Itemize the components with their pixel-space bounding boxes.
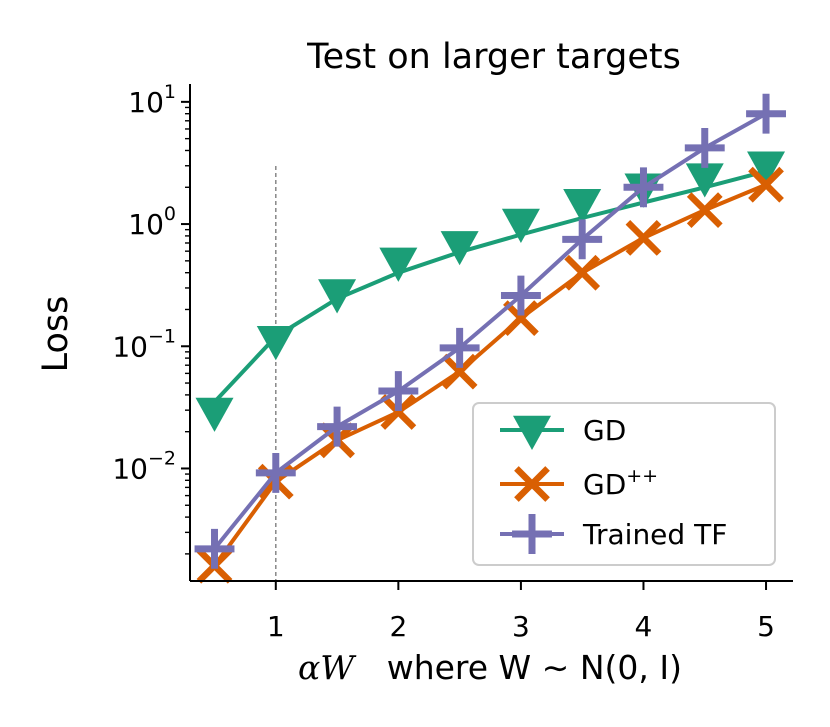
x-marker-stroke bbox=[625, 220, 662, 256]
x-marker-stroke bbox=[380, 394, 417, 430]
data-point bbox=[195, 397, 234, 432]
x-marker-stroke bbox=[748, 166, 784, 203]
data-point bbox=[748, 166, 784, 203]
svg-text:Loss: Loss bbox=[36, 296, 76, 373]
triangle-marker bbox=[747, 151, 786, 186]
legend-box bbox=[472, 402, 776, 566]
data-point bbox=[194, 528, 235, 569]
series-1 bbox=[195, 151, 786, 432]
legend-label: GD++ bbox=[583, 465, 658, 501]
x-tick-label: 5 bbox=[757, 610, 775, 643]
triangle-marker bbox=[195, 397, 234, 432]
data-point bbox=[255, 452, 296, 493]
x-tick-label: 1 bbox=[267, 610, 285, 643]
legend-label: Trained TF bbox=[582, 518, 727, 551]
x-tick-label: 2 bbox=[389, 610, 407, 643]
data-point bbox=[686, 192, 723, 229]
y-tick-label: 10−1 bbox=[112, 325, 176, 363]
series-line bbox=[212, 111, 767, 551]
legend-marker bbox=[514, 466, 550, 502]
legend-label: GD bbox=[583, 414, 626, 447]
data-point bbox=[625, 220, 662, 256]
chart-title: Test on larger targets bbox=[306, 37, 681, 77]
legend-marker bbox=[512, 514, 552, 554]
data-point bbox=[503, 300, 539, 336]
series-3 bbox=[194, 93, 786, 569]
y-tick-label: 10−2 bbox=[112, 447, 176, 485]
triangle-marker bbox=[379, 247, 418, 282]
y-tick-label: 100 bbox=[128, 203, 176, 241]
data-point bbox=[439, 327, 480, 368]
y-tick-label: 101 bbox=[128, 81, 176, 119]
legend-entry: Trained TF bbox=[500, 514, 727, 554]
triangle-marker bbox=[440, 231, 479, 266]
data-point bbox=[684, 127, 725, 168]
legend-entry: GD++ bbox=[500, 465, 658, 502]
legend-marker bbox=[513, 415, 551, 450]
x-tick-label: 4 bbox=[635, 610, 653, 643]
data-point bbox=[500, 275, 541, 316]
data-point bbox=[378, 371, 419, 412]
x-tick-label: 3 bbox=[512, 610, 530, 643]
legend: GD GD++ Trained TF bbox=[472, 402, 776, 566]
x-marker-stroke bbox=[564, 254, 601, 291]
triangle-marker bbox=[256, 326, 295, 361]
data-point bbox=[563, 189, 602, 224]
triangle-marker bbox=[563, 189, 602, 224]
data-point bbox=[685, 163, 724, 198]
data-point bbox=[317, 406, 358, 447]
data-point bbox=[623, 167, 664, 208]
x-marker-stroke bbox=[686, 192, 723, 229]
data-point bbox=[746, 93, 786, 134]
x-marker-stroke bbox=[503, 300, 539, 336]
x-marker-stroke bbox=[441, 353, 478, 390]
x-axis-label: αW where W ∼ N(0, I) bbox=[298, 648, 682, 687]
triangle-marker bbox=[685, 163, 724, 198]
x-axis-label-text: where W ∼ N(0, I) bbox=[387, 648, 682, 687]
triangle-marker bbox=[513, 415, 551, 450]
data-point bbox=[441, 353, 478, 390]
y-axis-label: Loss bbox=[36, 296, 76, 373]
triangle-marker bbox=[501, 208, 540, 243]
data-point bbox=[562, 219, 603, 260]
data-point bbox=[501, 208, 540, 243]
series-line bbox=[213, 169, 767, 404]
triangle-marker bbox=[318, 279, 357, 314]
data-point bbox=[564, 254, 601, 291]
x-marker-stroke bbox=[514, 466, 550, 502]
data-point bbox=[380, 394, 417, 430]
data-point bbox=[440, 231, 479, 266]
series-line bbox=[212, 182, 767, 567]
data-point bbox=[318, 279, 357, 314]
data-point bbox=[747, 151, 786, 186]
legend-entry: GD bbox=[500, 414, 626, 450]
data-point bbox=[379, 247, 418, 282]
x-axis-label-math: αW bbox=[298, 648, 357, 687]
data-point bbox=[256, 326, 295, 361]
